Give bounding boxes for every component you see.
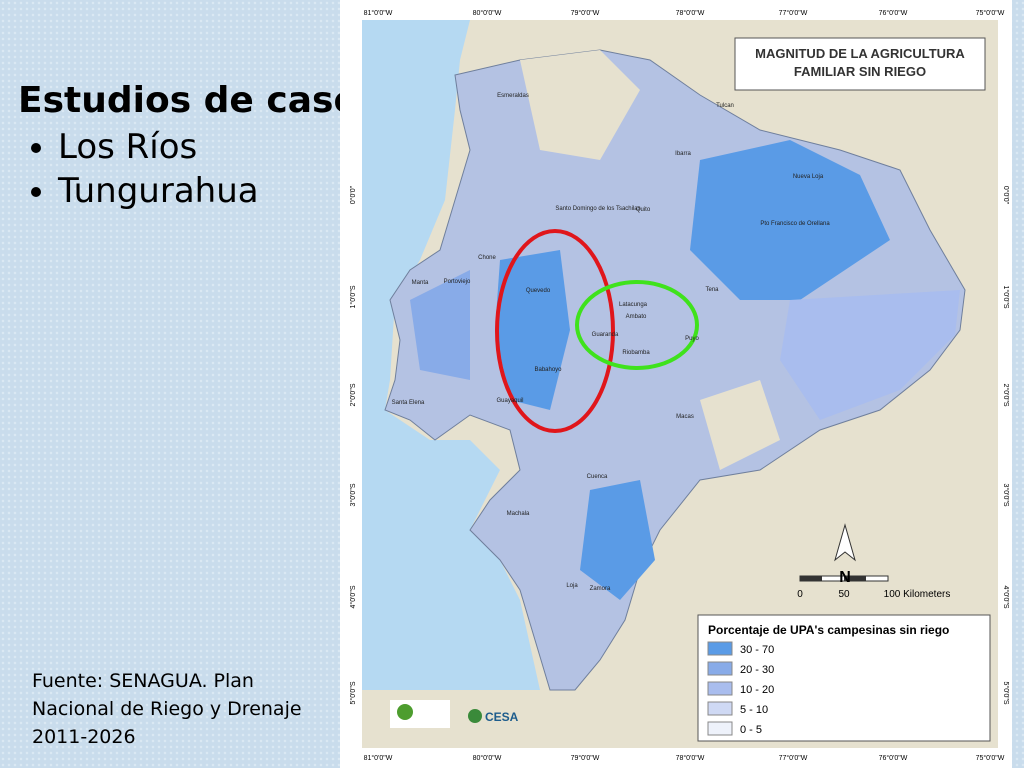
latitude-label: 0°0'0": [349, 185, 357, 204]
scale-label: 100 Kilometers: [884, 589, 951, 600]
text-block: Estudios de caso Los Ríos Tungurahua: [18, 80, 358, 215]
place-label: Puyo: [685, 336, 699, 342]
longitude-label: 76°0'0"W: [879, 9, 908, 17]
region: [410, 270, 470, 380]
region: [690, 140, 890, 300]
ocean: [362, 20, 540, 690]
latitude-label: 5°0'0"S: [349, 681, 357, 704]
region: [780, 290, 960, 420]
longitude-label: 79°0'0"W: [571, 754, 600, 762]
place-label: Pto Francisco de Orellana: [760, 221, 830, 227]
latitude-label: 1°0'0"S: [349, 285, 357, 308]
legend-title: Porcentaje de UPA's campesinas sin riego: [708, 623, 949, 637]
highlight-los-rios: [495, 229, 615, 433]
place-label: Esmeraldas: [497, 93, 529, 99]
longitude-label: 75°0'0"W: [976, 9, 1005, 17]
region: [495, 250, 570, 410]
latitude-label: 3°0'0"S: [1002, 484, 1010, 507]
map-title-box: [734, 37, 986, 91]
longitude-label: 81°0'0"W: [364, 9, 393, 17]
longitude-label: 76°0'0"W: [879, 754, 908, 762]
legend-label: 10 - 20: [740, 684, 774, 696]
longitude-label: 77°0'0"W: [779, 754, 808, 762]
latitude-label: 4°0'0"S: [1002, 586, 1010, 609]
slide-title: Estudios de caso: [18, 80, 359, 121]
place-label: Riobamba: [622, 350, 650, 356]
place-label: Quevedo: [526, 288, 551, 294]
logo-text: CESA: [485, 710, 519, 724]
longitude-label: 79°0'0"W: [571, 9, 600, 17]
longitude-label: 81°0'0"W: [364, 754, 393, 762]
place-label: Nueva Loja: [793, 174, 824, 180]
legend-label: 0 - 5: [740, 724, 762, 736]
place-label: Machala: [507, 511, 530, 517]
place-label: Zamora: [590, 586, 611, 592]
place-label: Santa Elena: [392, 400, 425, 406]
place-label: Macas: [676, 414, 694, 420]
latitude-label: 4°0'0"S: [349, 585, 357, 608]
scale-label: 0: [797, 589, 803, 600]
place-label: Guaranda: [592, 332, 619, 338]
north-arrow: [834, 523, 856, 562]
place-label: Chone: [478, 255, 496, 261]
latitude-label: 1°0'0"S: [1002, 286, 1010, 309]
bullet: Los Ríos: [58, 127, 358, 167]
place-label: Tena: [705, 287, 719, 293]
legend-swatch: [707, 681, 733, 696]
longitude-label: 77°0'0"W: [779, 9, 808, 17]
longitude-label: 78°0'0"W: [676, 754, 705, 762]
north-label: N: [839, 569, 851, 586]
latitude-label: 0°0'0": [1002, 186, 1010, 205]
region: [700, 380, 780, 470]
region: [580, 480, 655, 600]
place-label: Portoviejo: [444, 279, 471, 285]
legend-label: 5 - 10: [740, 704, 768, 716]
longitude-label: 80°0'0"W: [473, 754, 502, 762]
map-title: FAMILIAR SIN RIEGO: [794, 64, 926, 79]
longitude-label: 78°0'0"W: [676, 9, 705, 17]
latitude-label: 3°0'0"S: [349, 483, 357, 506]
legend-swatch: [707, 721, 733, 736]
place-label: Tulcan: [716, 103, 734, 109]
place-label: Manta: [412, 280, 429, 286]
place-label: Cuenca: [587, 474, 608, 480]
legend-label: 30 - 70: [740, 644, 774, 656]
place-label: Santo Domingo de los Tsachilas: [555, 206, 640, 212]
place-label: Ibarra: [675, 151, 691, 157]
place-label: Babahoyo: [534, 367, 562, 373]
latitude-label: 2°0'0"S: [349, 383, 357, 406]
longitude-label: 80°0'0"W: [473, 9, 502, 17]
place-label: Ambato: [626, 314, 647, 320]
source: Fuente: SENAGUA. Plan Nacional de Riego …: [32, 670, 302, 748]
legend-swatch: [707, 701, 733, 716]
legend-label: 20 - 30: [740, 664, 774, 676]
bullet: Tungurahua: [58, 171, 358, 211]
bullets: Los Ríos Tungurahua: [18, 127, 358, 211]
region: [520, 50, 640, 160]
highlight-tungurahua: [575, 280, 699, 370]
legend-box: [697, 614, 991, 742]
place-label: Quito: [636, 207, 651, 213]
legend-swatch: [707, 641, 733, 656]
logo-icon: [397, 704, 413, 720]
place-label: Latacunga: [619, 302, 648, 308]
longitude-label: 75°0'0"W: [976, 754, 1005, 762]
legend-swatch: [707, 661, 733, 676]
latitude-label: 5°0'0"S: [1002, 682, 1010, 705]
scale-bar: [799, 575, 889, 582]
map-title: MAGNITUD DE LA AGRICULTURA: [755, 46, 965, 61]
logo-icon: [468, 709, 482, 723]
place-label: Loja: [566, 583, 578, 589]
latitude-label: 2°0'0"S: [1002, 384, 1010, 407]
scale-label: 50: [838, 589, 850, 600]
place-label: Guayaquil: [496, 398, 523, 404]
